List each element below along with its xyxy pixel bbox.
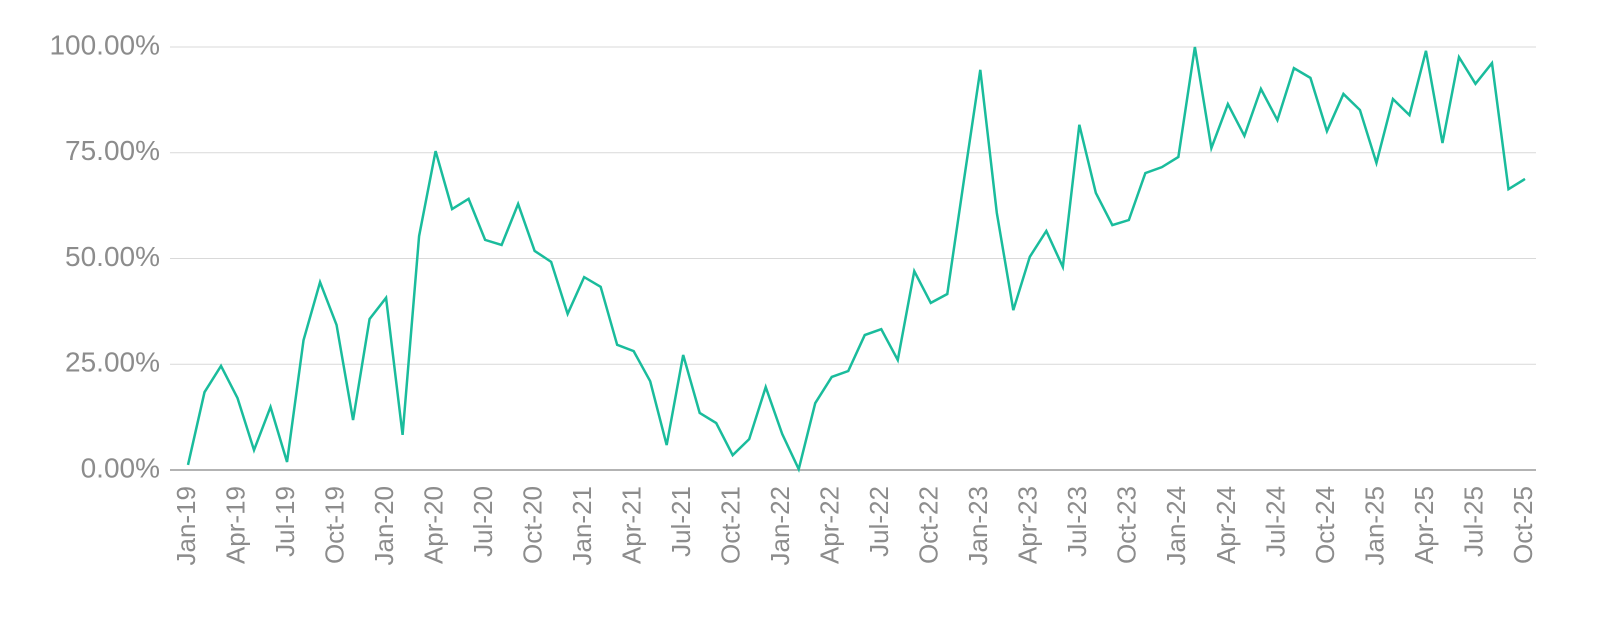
- x-tick-label: Jul-19: [270, 486, 300, 557]
- x-tick-label: Apr-24: [1211, 486, 1241, 564]
- x-tick-label: Apr-23: [1013, 486, 1043, 564]
- y-tick-label: 25.00%: [65, 347, 160, 378]
- x-tick-label: Jan-23: [963, 486, 993, 566]
- x-tick-label: Jan-20: [369, 486, 399, 566]
- y-tick-label: 100.00%: [49, 29, 160, 60]
- x-tick-label: Jul-21: [666, 486, 696, 557]
- x-tick-label: Apr-22: [815, 486, 845, 564]
- line: [186, 46, 1526, 473]
- x-tick-label: Jan-22: [765, 486, 795, 566]
- x-tick-label: Oct-20: [518, 486, 548, 564]
- x-tick-label: Jul-23: [1062, 486, 1092, 557]
- x-tick-label: Oct-19: [319, 486, 349, 564]
- x-tick-label: Oct-22: [914, 486, 944, 564]
- x-tick-label: Apr-21: [617, 486, 647, 564]
- x-tick-label: Oct-23: [1112, 486, 1142, 564]
- x-tick-label: Jul-24: [1260, 486, 1290, 557]
- x-tick-label: Jan-19: [171, 486, 201, 566]
- x-tick-label: Jul-25: [1458, 486, 1488, 557]
- x-tick-label: Jan-25: [1359, 486, 1389, 566]
- x-tick-label: Oct-25: [1508, 486, 1538, 564]
- x-tick-label: Oct-21: [716, 486, 746, 564]
- y-tick-label: 75.00%: [65, 135, 160, 166]
- x-tick-label: Apr-19: [220, 486, 250, 564]
- y-tick-label: 50.00%: [65, 241, 160, 272]
- x-tick-label: Oct-24: [1310, 486, 1340, 564]
- x-tick-label: Jan-21: [567, 486, 597, 566]
- y-tick-label: 0.00%: [81, 452, 160, 483]
- x-tick-label: Jul-22: [864, 486, 894, 557]
- x-tick-label: Apr-25: [1409, 486, 1439, 564]
- x-tick-label: Apr-20: [418, 486, 448, 564]
- x-tick-label: Jul-20: [468, 486, 498, 557]
- x-tick-label: Jan-24: [1161, 486, 1191, 566]
